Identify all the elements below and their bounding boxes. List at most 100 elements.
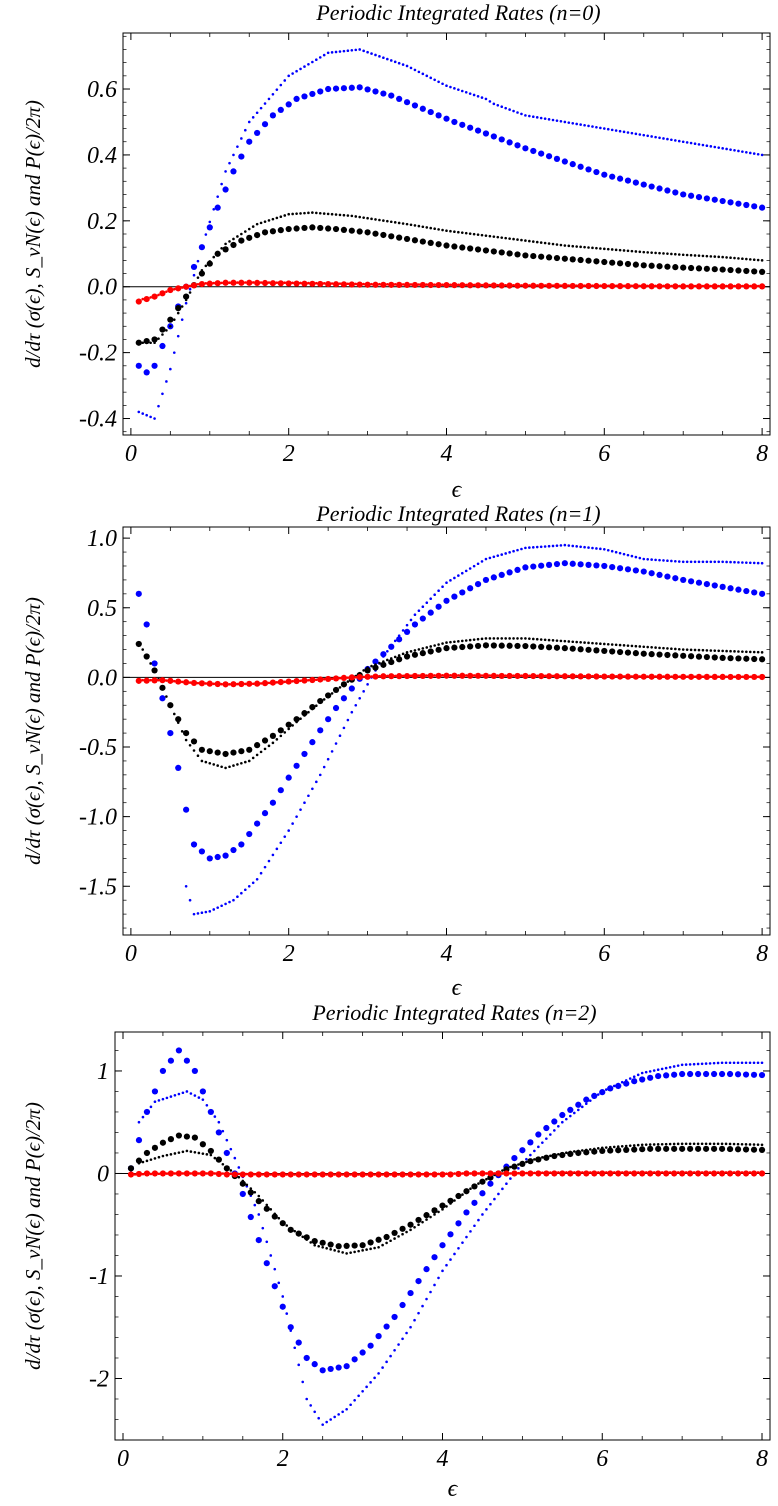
data-point-interp	[528, 239, 531, 243]
data-point-interp	[374, 53, 377, 57]
data-point	[335, 1243, 342, 1250]
data-point	[201, 1098, 205, 1101]
data-point-interp	[243, 682, 247, 686]
data-point-interp	[717, 255, 721, 259]
data-point	[217, 1120, 221, 1124]
data-point-interp	[307, 63, 310, 66]
data-point-interp	[735, 267, 742, 274]
data-point-interp	[571, 544, 575, 548]
data-point	[269, 799, 277, 806]
data-point-interp	[332, 281, 340, 288]
data-point-interp	[476, 562, 480, 566]
data-point-interp	[325, 1420, 328, 1424]
data-point-interp	[334, 213, 338, 216]
data-point-interp	[496, 235, 500, 239]
data-point-interp	[386, 282, 389, 286]
data-point-interp	[737, 149, 740, 153]
data-point-interp	[429, 1172, 432, 1176]
data-point-interp	[326, 212, 330, 216]
data-point-interp	[696, 1062, 700, 1066]
data-point-interp	[677, 284, 681, 288]
data-point-interp	[599, 1089, 606, 1096]
data-point-interp	[419, 650, 426, 657]
data-point	[680, 673, 687, 680]
data-point-interp	[423, 1266, 430, 1273]
data-point-interp	[547, 638, 551, 642]
data-point-interp	[591, 674, 594, 678]
data-point-interp	[176, 311, 180, 315]
data-point-interp	[382, 56, 385, 60]
data-point-interp	[743, 267, 750, 275]
data-point-interp	[571, 244, 575, 248]
data-point-interp	[567, 1170, 574, 1177]
data-point-interp	[221, 1162, 225, 1166]
data-point	[223, 1149, 230, 1157]
data-point-interp	[743, 655, 750, 662]
data-point-interp	[472, 283, 476, 287]
data-point-interp	[393, 639, 397, 643]
data-point-interp	[687, 578, 695, 585]
data-point-interp	[535, 637, 539, 641]
data-point-interp	[431, 1254, 438, 1261]
data-point-interp	[572, 1171, 576, 1174]
data-point-interp	[662, 252, 665, 255]
data-point-interp	[469, 1172, 472, 1175]
data-point-interp	[618, 129, 622, 133]
data-point-interp	[549, 1171, 552, 1174]
data-point	[601, 647, 608, 655]
data-point-interp	[246, 680, 253, 687]
series-1	[135, 560, 766, 862]
data-point-interp	[697, 254, 701, 257]
data-point	[720, 1142, 724, 1146]
data-point-interp	[585, 257, 592, 264]
data-point-interp	[725, 649, 728, 653]
data-point-interp	[571, 640, 575, 644]
data-point-interp	[213, 1156, 217, 1160]
data-point	[214, 250, 221, 257]
data-point-interp	[315, 281, 318, 285]
data-point-interp	[728, 1142, 732, 1146]
data-point-interp	[212, 281, 216, 285]
data-point-interp	[671, 1145, 678, 1152]
data-point-interp	[167, 1057, 175, 1064]
data-point-interp	[301, 224, 308, 232]
data-point-interp	[654, 135, 657, 139]
data-point-interp	[543, 1124, 550, 1132]
data-point	[481, 1213, 484, 1216]
data-point-interp	[409, 650, 413, 653]
data-point-interp	[243, 888, 247, 892]
data-point-interp	[748, 151, 752, 155]
data-point-interp	[626, 644, 630, 647]
data-point-interp	[206, 224, 213, 231]
data-point-interp	[724, 1061, 728, 1065]
data-point	[388, 643, 395, 650]
data-point-interp	[307, 794, 310, 798]
data-point-interp	[567, 121, 571, 124]
data-point-interp	[535, 240, 539, 244]
data-point-interp	[732, 1142, 736, 1146]
data-point-interp	[539, 241, 543, 244]
data-point-interp	[433, 674, 436, 677]
data-point-interp	[650, 646, 653, 649]
data-point-interp	[703, 265, 710, 272]
data-point-interp	[648, 1143, 652, 1146]
data-point-interp	[695, 283, 703, 290]
data-point-interp	[348, 281, 355, 288]
data-point	[255, 1198, 262, 1205]
data-point	[364, 667, 371, 674]
data-point-interp	[587, 124, 590, 128]
data-point-interp	[346, 718, 350, 722]
data-point	[198, 280, 206, 288]
data-point	[214, 204, 221, 211]
data-point-interp	[596, 1093, 600, 1096]
data-point-interp	[490, 133, 497, 140]
data-point-interp	[585, 282, 592, 290]
data-point-interp	[359, 1171, 366, 1178]
data-point-interp	[624, 566, 632, 573]
data-point-interp	[429, 1215, 432, 1219]
data-point-interp	[687, 1070, 694, 1078]
data-point-interp	[433, 1283, 436, 1287]
data-point-interp	[539, 545, 543, 549]
data-point-interp	[530, 147, 537, 155]
data-point-interp	[745, 150, 748, 154]
